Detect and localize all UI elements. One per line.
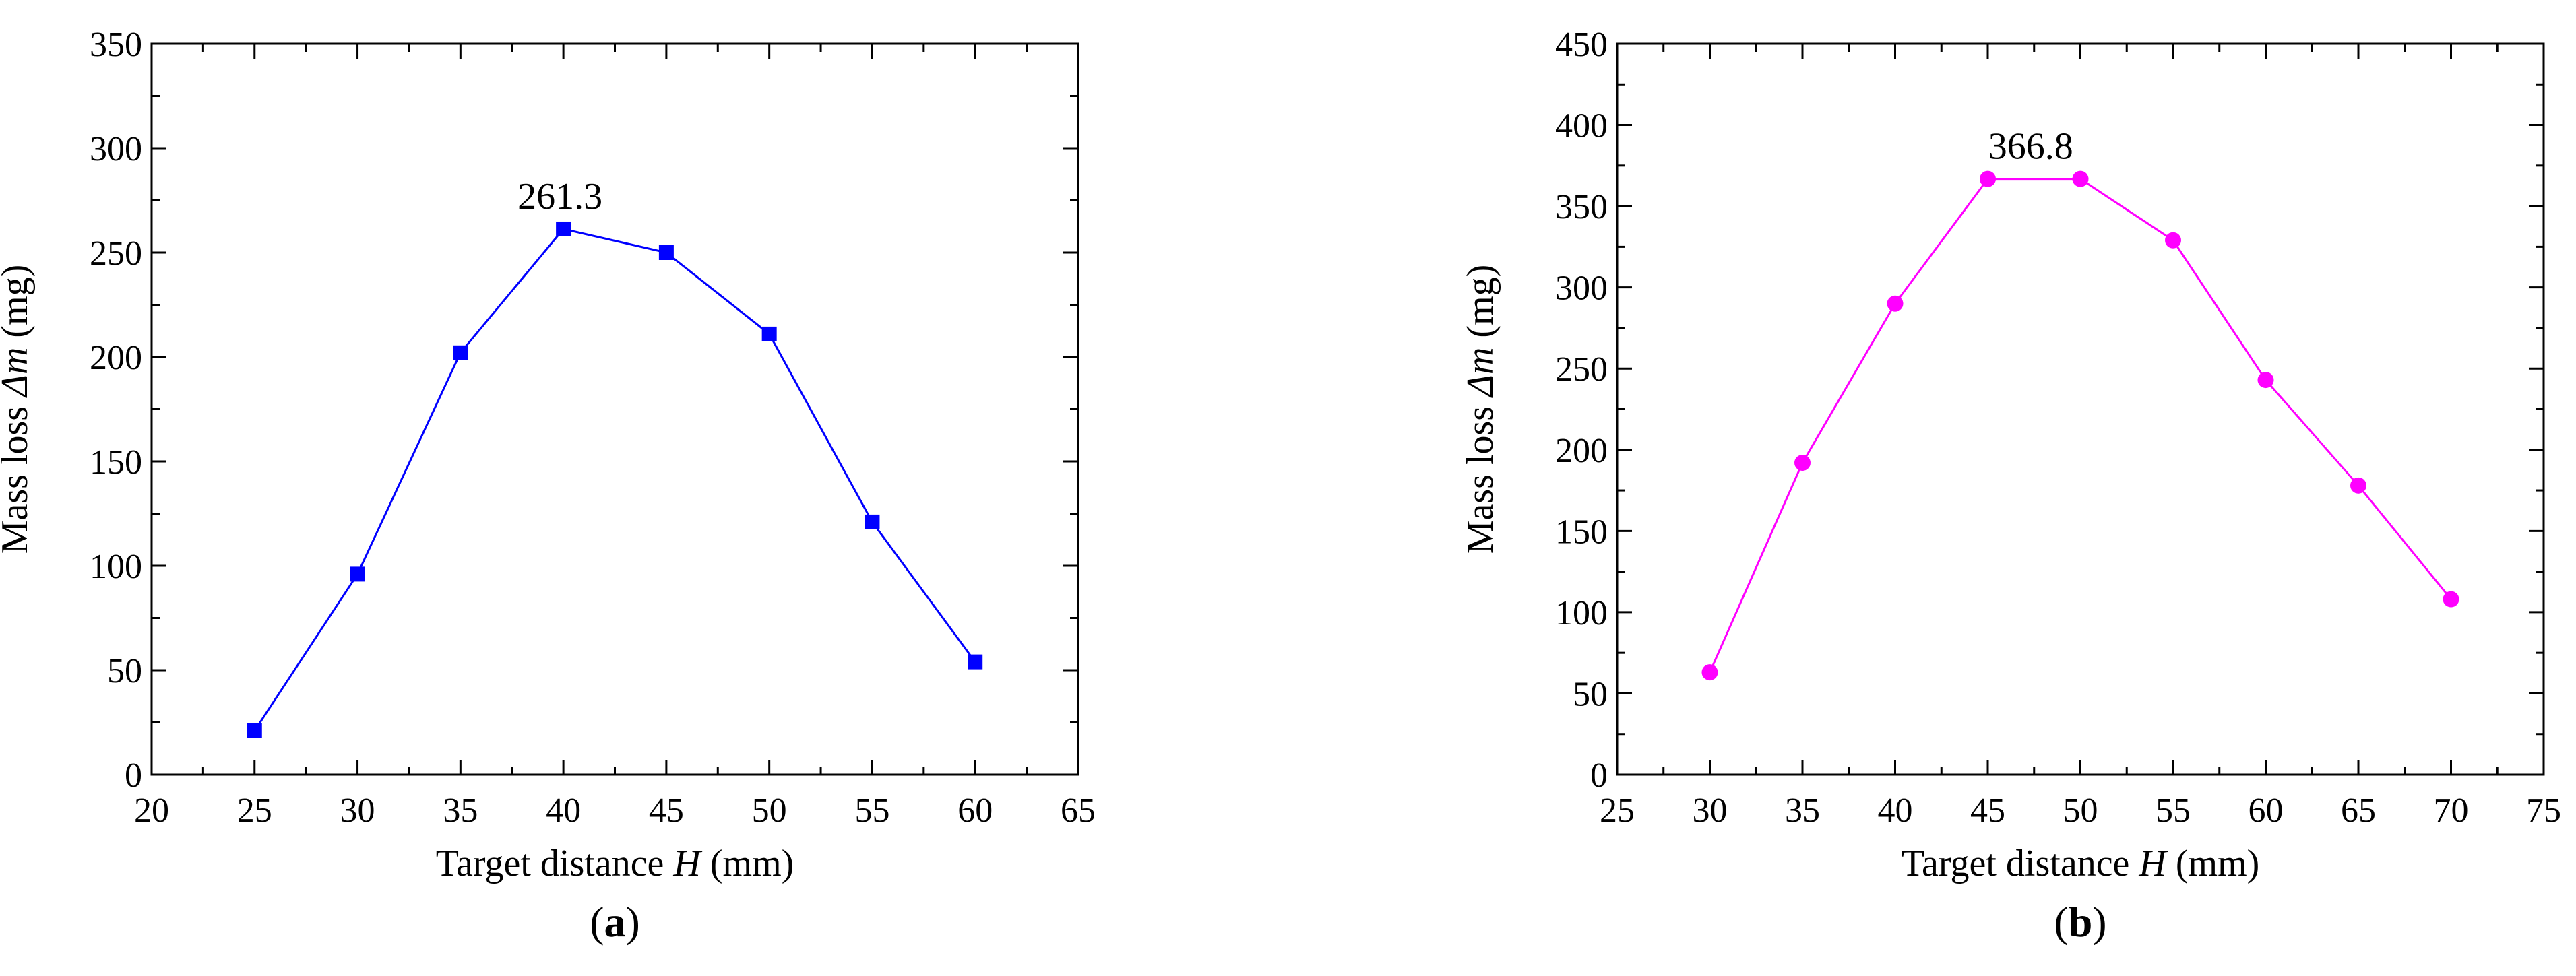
y-axis-title-unit: (mg) <box>1459 265 1501 348</box>
y-axis-title-text: Mass loss <box>0 397 36 554</box>
y-tick-label: 350 <box>1555 188 1608 226</box>
data-point <box>761 326 777 341</box>
y-tick-label: 150 <box>1555 513 1608 551</box>
panel-label-close: ) <box>626 898 640 946</box>
x-axis-title-text: Target distance <box>1902 843 2139 884</box>
x-tick-label: 30 <box>340 791 375 830</box>
peak-annotation: 261.3 <box>517 176 602 218</box>
y-tick-label: 100 <box>90 548 142 586</box>
panel-label-open: ( <box>590 898 604 946</box>
peak-annotation: 366.8 <box>1988 126 2073 168</box>
x-tick-label: 75 <box>2526 791 2561 830</box>
y-axis-title-variable: Δm <box>0 348 36 398</box>
panel-label: (a) <box>590 898 640 946</box>
chart-panel-b: 25 30 35 40 45 50 55 60 65 70 75 0 50 100 150 200 250 300… <box>1459 26 2561 946</box>
x-axis-title: Target distance H (mm) <box>436 843 794 884</box>
y-tick-label: 350 <box>90 26 142 64</box>
y-tick-label: 100 <box>1555 594 1608 632</box>
x-axis-title-text: Target distance <box>436 843 674 884</box>
x-axis-title: Target distance H (mm) <box>1902 843 2260 884</box>
x-tick-label: 65 <box>2341 791 2376 830</box>
y-tick-label: 300 <box>90 130 142 168</box>
y-axis-title: Mass loss Δm (mg) <box>1459 265 1501 554</box>
y-tick-label: 300 <box>1555 269 1608 308</box>
data-point <box>2350 477 2366 494</box>
y-tick-label: 50 <box>107 652 142 690</box>
data-point <box>1794 455 1811 471</box>
x-tick-label: 50 <box>2063 791 2098 830</box>
data-point <box>2443 591 2459 608</box>
data-point <box>658 245 674 260</box>
data-point <box>1980 170 1996 187</box>
x-axis-title-variable: H <box>672 843 702 884</box>
y-tick-label: 400 <box>1555 107 1608 145</box>
x-tick-label: 65 <box>1061 791 1096 830</box>
chart-panel-a: 20 25 30 35 40 45 50 55 60 65 0 50 100 150 200 250 300 35… <box>0 26 1096 946</box>
y-tick-label: 200 <box>90 339 142 377</box>
x-tick-label: 45 <box>649 791 684 830</box>
y-tick-label: 50 <box>1573 675 1608 713</box>
data-point <box>350 566 365 582</box>
data-point <box>968 654 983 670</box>
series-line <box>1709 178 2452 673</box>
y-tick-label: 250 <box>90 234 142 273</box>
x-tick-label: 25 <box>237 791 272 830</box>
x-tick-label: 55 <box>2156 791 2191 830</box>
data-point <box>2165 232 2181 249</box>
data-point <box>2257 372 2274 389</box>
x-tick-label: 40 <box>1878 791 1913 830</box>
x-tick-label: 25 <box>1600 791 1635 830</box>
plot-frame <box>150 42 1079 776</box>
x-tick-label: 50 <box>752 791 787 830</box>
data-point <box>865 514 880 529</box>
y-axis-title-text: Mass loss <box>1459 397 1501 554</box>
y-tick-label: 250 <box>1555 350 1608 389</box>
y-axis-title-variable: Δm <box>1459 348 1501 398</box>
y-tick-label: 450 <box>1555 26 1608 64</box>
y-axis-title-unit: (mg) <box>0 265 36 348</box>
x-axis-title-unit: (mm) <box>2166 843 2259 884</box>
series-line <box>253 228 976 731</box>
x-tick-label: 35 <box>443 791 478 830</box>
panel-label-letter: b <box>2069 898 2093 946</box>
data-point <box>247 723 262 738</box>
panel-label-close: ) <box>2092 898 2106 946</box>
x-tick-label: 40 <box>546 791 581 830</box>
plot-frame <box>1616 42 2545 776</box>
y-axis-title: Mass loss Δm (mg) <box>0 265 36 554</box>
x-tick-label: 45 <box>1970 791 2005 830</box>
panel-label: (b) <box>2054 898 2106 946</box>
data-point <box>556 221 571 236</box>
y-tick-label: 200 <box>1555 432 1608 470</box>
panel-label-letter: a <box>604 898 626 946</box>
x-tick-label: 60 <box>957 791 993 830</box>
data-point <box>1887 295 1904 312</box>
y-tick-label: 0 <box>1590 756 1608 795</box>
x-tick-label: 60 <box>2249 791 2284 830</box>
data-point <box>1701 664 1718 681</box>
x-tick-label: 55 <box>854 791 889 830</box>
y-tick-label: 0 <box>125 756 142 795</box>
panel-label-open: ( <box>2054 898 2068 946</box>
x-tick-label: 35 <box>1785 791 1820 830</box>
x-tick-label: 20 <box>134 791 169 830</box>
x-tick-label: 70 <box>2434 791 2469 830</box>
y-tick-label: 150 <box>90 443 142 482</box>
x-tick-label: 30 <box>1693 791 1728 830</box>
x-axis-title-unit: (mm) <box>701 843 794 884</box>
x-axis-title-variable: H <box>2138 843 2168 884</box>
data-point <box>453 345 468 360</box>
data-point <box>2072 170 2089 187</box>
